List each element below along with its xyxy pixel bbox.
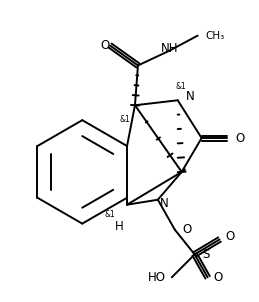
Text: N: N — [186, 90, 195, 103]
Text: N: N — [160, 197, 169, 210]
Text: O: O — [100, 39, 110, 52]
Text: &1: &1 — [176, 82, 186, 91]
Text: HO: HO — [148, 271, 166, 284]
Text: &1: &1 — [119, 115, 130, 124]
Text: H: H — [115, 220, 124, 233]
Text: O: O — [226, 230, 235, 243]
Text: NH: NH — [161, 42, 178, 55]
Text: S: S — [203, 248, 210, 261]
Text: &1: &1 — [104, 210, 115, 219]
Text: O: O — [235, 132, 245, 145]
Text: O: O — [183, 223, 192, 236]
Text: CH₃: CH₃ — [206, 31, 225, 41]
Text: O: O — [214, 271, 223, 284]
